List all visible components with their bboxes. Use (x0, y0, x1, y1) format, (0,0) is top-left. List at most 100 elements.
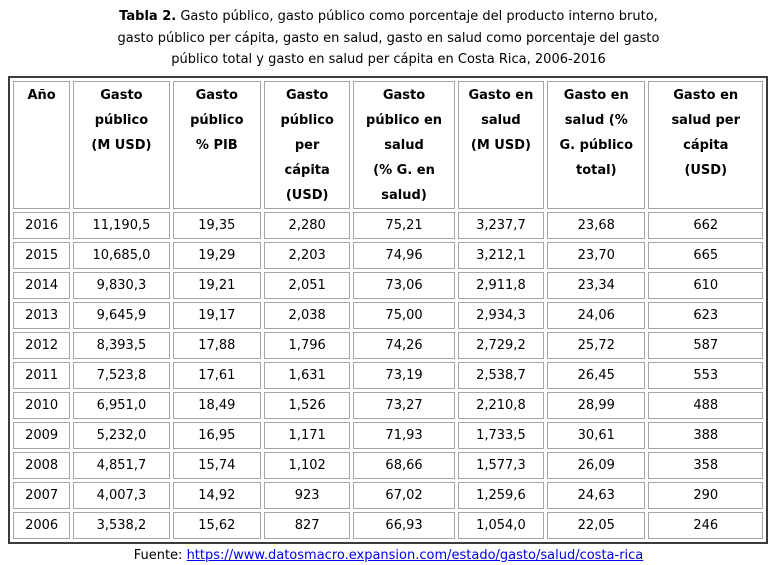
col-header-gasto-en-salud-musd: Gasto en salud (M USD) (457, 80, 545, 209)
header-row: Año Gasto público (M USD) Gasto público … (13, 80, 763, 209)
table-cell: 2,210,8 (457, 391, 545, 419)
table-cell: 26,45 (547, 361, 646, 389)
table-cell: 67,02 (353, 481, 455, 509)
table-cell: 28,99 (547, 391, 646, 419)
data-table: Año Gasto público (M USD) Gasto público … (8, 75, 768, 544)
table-cell: 2012 (13, 331, 71, 359)
table-cell: 2,934,3 (457, 301, 545, 329)
table-cell: 1,102 (263, 451, 351, 479)
table-cell: 553 (648, 361, 763, 389)
table-caption-label: Tabla 2. (119, 9, 177, 24)
table-cell: 488 (648, 391, 763, 419)
table-cell: 15,74 (172, 451, 261, 479)
table-cell: 15,62 (172, 511, 261, 539)
table-row: 2010 6,951,0 18,49 1,526 73,27 2,210,8 28,99 48… (13, 391, 763, 419)
col-header-gasto-publico-per-capita: Gasto público per cápita (USD) (263, 80, 351, 209)
table-row: 2013 9,645,9 19,17 2,038 75,00 2,934,3 24,06 62… (13, 301, 763, 329)
col-header-ano: Año (13, 80, 71, 209)
source-link[interactable]: https://www.datosmacro.expansion.com/est… (186, 547, 644, 563)
table-row: 2009 5,232,0 16,95 1,171 71,93 1,733,5 30,61 38… (13, 421, 763, 449)
table-cell: 17,61 (172, 361, 261, 389)
table-row: 2012 8,393,5 17,88 1,796 74,26 2,729,2 25,72 58… (13, 331, 763, 359)
table-cell: 71,93 (353, 421, 455, 449)
table-cell: 587 (648, 331, 763, 359)
table-cell: 2010 (13, 391, 71, 419)
table-cell: 3,538,2 (73, 511, 170, 539)
table-cell: 23,68 (547, 211, 646, 239)
table-cell: 2,203 (263, 241, 351, 269)
table-cell: 74,26 (353, 331, 455, 359)
table-cell: 5,232,0 (73, 421, 170, 449)
table-cell: 16,95 (172, 421, 261, 449)
table-cell: 623 (648, 301, 763, 329)
source-label: Fuente: (133, 547, 183, 563)
col-header-gasto-en-salud-per-capita: Gasto en salud per cápita (USD) (648, 80, 763, 209)
table-cell: 8,393,5 (73, 331, 170, 359)
table-cell: 1,054,0 (457, 511, 545, 539)
table-cell: 9,830,3 (73, 271, 170, 299)
table-cell: 4,851,7 (73, 451, 170, 479)
table-cell: 19,17 (172, 301, 261, 329)
table-cell: 14,92 (172, 481, 261, 509)
table-cell: 2,280 (263, 211, 351, 239)
table-row: 2016 11,190,5 19,35 2,280 75,21 3,237,7 23,68 6… (13, 211, 763, 239)
table-cell: 1,796 (263, 331, 351, 359)
table-cell: 11,190,5 (73, 211, 170, 239)
table-cell: 1,259,6 (457, 481, 545, 509)
table-cell: 2014 (13, 271, 71, 299)
table-cell: 2,911,8 (457, 271, 545, 299)
table-cell: 290 (648, 481, 763, 509)
col-header-gasto-en-salud-pct-total: Gasto en salud (% G. público total) (547, 80, 646, 209)
table-caption-text: Gasto público, gasto público como porcen… (117, 9, 660, 67)
table-row: 2008 4,851,7 15,74 1,102 68,66 1,577,3 26,09 35… (13, 451, 763, 479)
table-cell: 1,733,5 (457, 421, 545, 449)
table-cell: 2013 (13, 301, 71, 329)
table-row: 2006 3,538,2 15,62 827 66,93 1,054,0 22,05 246 (13, 511, 763, 539)
table-cell: 3,212,1 (457, 241, 545, 269)
table-cell: 923 (263, 481, 351, 509)
table-cell: 610 (648, 271, 763, 299)
table-cell: 9,645,9 (73, 301, 170, 329)
table-cell: 73,19 (353, 361, 455, 389)
table-cell: 246 (648, 511, 763, 539)
table-cell: 2,729,2 (457, 331, 545, 359)
table-cell: 358 (648, 451, 763, 479)
table-cell: 1,577,3 (457, 451, 545, 479)
table-cell: 1,631 (263, 361, 351, 389)
table-row: 2015 10,685,0 19,29 2,203 74,96 3,212,1 23,70 6… (13, 241, 763, 269)
table-cell: 75,00 (353, 301, 455, 329)
source-line: Fuente: https://www.datosmacro.expansion… (0, 547, 777, 564)
table-cell: 3,237,7 (457, 211, 545, 239)
col-header-gasto-publico-musd: Gasto público (M USD) (73, 80, 170, 209)
table-cell: 6,951,0 (73, 391, 170, 419)
table-cell: 1,526 (263, 391, 351, 419)
table-row: 2014 9,830,3 19,21 2,051 73,06 2,911,8 23,34 61… (13, 271, 763, 299)
table-cell: 68,66 (353, 451, 455, 479)
table-body: 2016 11,190,5 19,35 2,280 75,21 3,237,7 23,68 6… (13, 211, 763, 539)
table-cell: 10,685,0 (73, 241, 170, 269)
table-row: 2011 7,523,8 17,61 1,631 73,19 2,538,7 26,45 55… (13, 361, 763, 389)
table-cell: 30,61 (547, 421, 646, 449)
table-cell: 665 (648, 241, 763, 269)
table-cell: 662 (648, 211, 763, 239)
table-cell: 19,29 (172, 241, 261, 269)
table-cell: 2,538,7 (457, 361, 545, 389)
table-row: 2007 4,007,3 14,92 923 67,02 1,259,6 24,63 290 (13, 481, 763, 509)
table-cell: 74,96 (353, 241, 455, 269)
table-cell: 2,038 (263, 301, 351, 329)
table-cell: 2007 (13, 481, 71, 509)
table-cell: 73,27 (353, 391, 455, 419)
table-cell: 2006 (13, 511, 71, 539)
table-cell: 388 (648, 421, 763, 449)
table-cell: 2,051 (263, 271, 351, 299)
table-cell: 827 (263, 511, 351, 539)
table-cell: 2016 (13, 211, 71, 239)
table-cell: 73,06 (353, 271, 455, 299)
table-cell: 2011 (13, 361, 71, 389)
table-cell: 24,63 (547, 481, 646, 509)
table-cell: 1,171 (263, 421, 351, 449)
table-cell: 4,007,3 (73, 481, 170, 509)
table-cell: 19,35 (172, 211, 261, 239)
table-cell: 7,523,8 (73, 361, 170, 389)
